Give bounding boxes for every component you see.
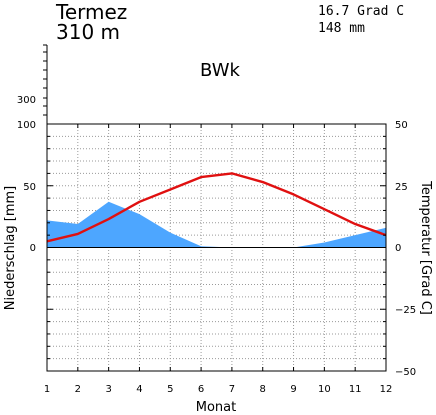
- station-elevation: 310 m: [56, 20, 121, 44]
- temp-tick-label: 25: [395, 182, 408, 193]
- month-tick-label: 11: [349, 384, 362, 395]
- month-tick-label: 10: [318, 384, 331, 395]
- left-axis-title: Niederschlag [mm]: [3, 186, 18, 311]
- month-tick-label: 3: [105, 384, 111, 395]
- month-tick-label: 4: [136, 384, 142, 395]
- month-tick-label: 8: [260, 384, 266, 395]
- precip-tick-label: 0: [30, 243, 36, 254]
- temp-tick-label: 50: [395, 120, 408, 131]
- temp-tick-label: −50: [395, 367, 416, 378]
- temp-tick-label: −25: [395, 305, 416, 316]
- x-tick-labels: 1 2 3 4 5 6 7 8 9 10 11 12: [44, 384, 393, 395]
- temperature-series: [46, 172, 387, 243]
- upper-precip-scale: [43, 44, 48, 124]
- precip-tick-label: 100: [17, 120, 36, 131]
- temperature-line: [46, 172, 387, 243]
- axis-ticks: [46, 123, 387, 372]
- x-axis-title: Monat: [196, 400, 236, 415]
- right-axis-title: Temperatur [Grad C]: [418, 180, 433, 315]
- month-tick-label: 7: [229, 384, 235, 395]
- precipitation-area: [47, 201, 386, 248]
- climate-classification: BWk: [200, 60, 240, 81]
- precip-tick-label: 300: [17, 95, 36, 106]
- annual-mean-temperature: 16.7 Grad C: [318, 4, 405, 19]
- month-tick-label: 2: [75, 384, 81, 395]
- temp-tick-label: 0: [395, 243, 401, 254]
- precip-tick-label: 50: [23, 182, 36, 193]
- month-tick-label: 6: [198, 384, 204, 395]
- month-tick-label: 12: [380, 384, 393, 395]
- month-tick-label: 9: [290, 384, 296, 395]
- month-tick-label: 1: [44, 384, 50, 395]
- station-name: Termez: [56, 0, 128, 24]
- month-tick-label: 5: [167, 384, 173, 395]
- annual-precipitation: 148 mm: [318, 21, 365, 36]
